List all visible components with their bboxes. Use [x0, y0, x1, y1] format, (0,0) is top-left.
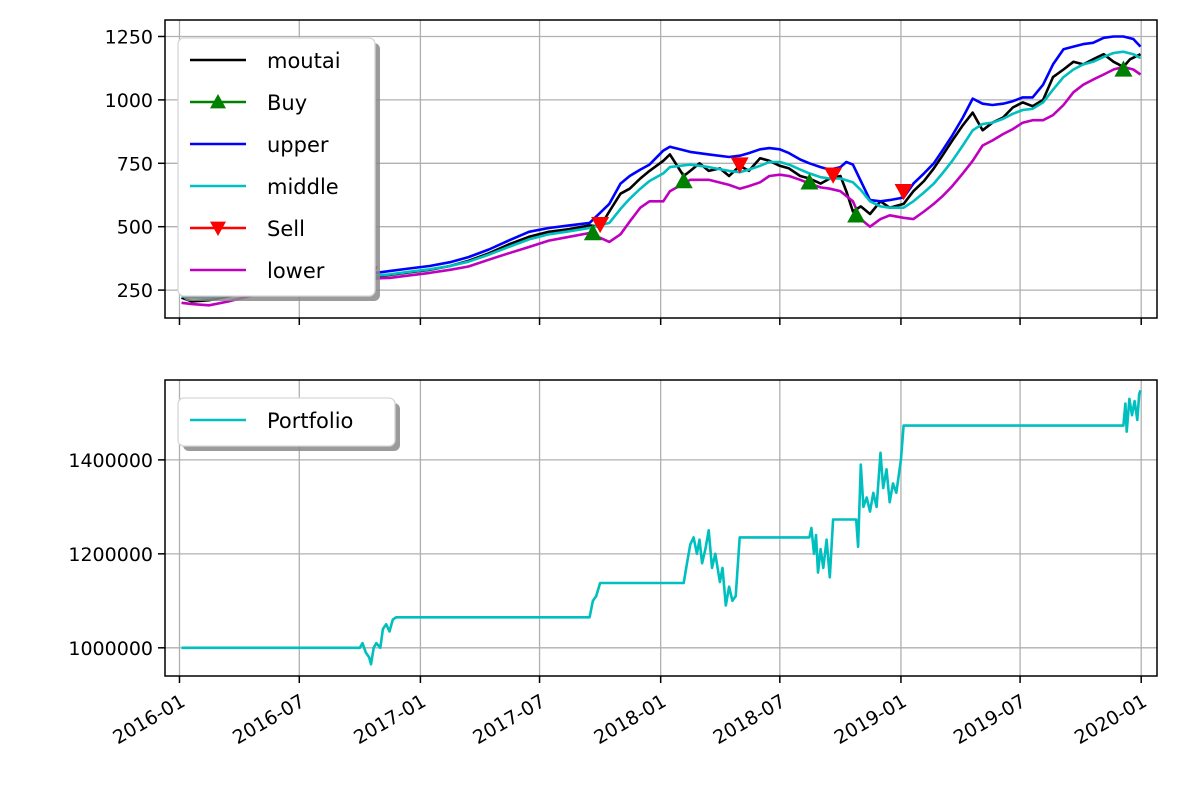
series-lower [181, 65, 1142, 307]
x-tick-label: 2016-01 [109, 690, 189, 749]
y-tick-label: 1200000 [68, 544, 153, 566]
x-tick-label: 2017-01 [350, 690, 430, 749]
plot-area-1 [181, 35, 1142, 307]
sell-marker [591, 216, 610, 234]
y-tick-label: 1400000 [68, 450, 153, 472]
x-tick-label: 2018-07 [710, 690, 790, 749]
legend-marker-sell [210, 221, 226, 236]
buy-marker [583, 224, 602, 241]
y-tick-label: 1000000 [68, 638, 153, 660]
legends: moutai Buy upper middle Sell lower Portfolio [177, 37, 400, 451]
y-tick-label: 1250 [105, 26, 153, 48]
x-tick-label: 2019-07 [950, 690, 1030, 749]
legend-label-middle: middle [267, 175, 339, 199]
y-tick-label: 750 [117, 153, 153, 175]
legend-label-lower: lower [267, 259, 325, 283]
legend-label-portfolio: Portfolio [267, 409, 353, 433]
plot-area-2 [181, 389, 1142, 666]
series-portfolio [181, 389, 1142, 666]
x-tick-label: 2019-01 [831, 690, 911, 749]
sell-marker [894, 183, 913, 201]
buy-marker [1114, 60, 1133, 77]
legend-2: Portfolio [177, 397, 400, 451]
x-tick-label: 2016-07 [229, 690, 309, 749]
series-upper [181, 35, 1142, 294]
legend-box [177, 397, 396, 447]
y-tick-label: 500 [117, 217, 153, 239]
legend-1: moutai Buy upper middle Sell lower [177, 37, 380, 301]
legend-label-upper: upper [267, 133, 329, 157]
sell-marker [824, 167, 843, 184]
plot-series [181, 35, 1142, 666]
x-tick-label: 2018-01 [590, 690, 670, 749]
y-tick-label: 1000 [105, 90, 153, 112]
legend-marker-buy [210, 94, 226, 109]
legend-label-sell: Sell [267, 217, 305, 241]
buy-marker [674, 172, 693, 189]
legend-box [177, 37, 376, 297]
legend-label-moutai: moutai [267, 49, 341, 73]
sell-marker [730, 157, 749, 174]
buy-marker [800, 173, 819, 190]
buy-marker [847, 206, 866, 223]
series-middle [181, 50, 1142, 299]
y-tick-label: 250 [117, 280, 153, 302]
legend-label-buy: Buy [267, 91, 307, 115]
x-tick-label: 2017-07 [469, 690, 549, 749]
x-tick-label: 2020-01 [1071, 690, 1151, 749]
